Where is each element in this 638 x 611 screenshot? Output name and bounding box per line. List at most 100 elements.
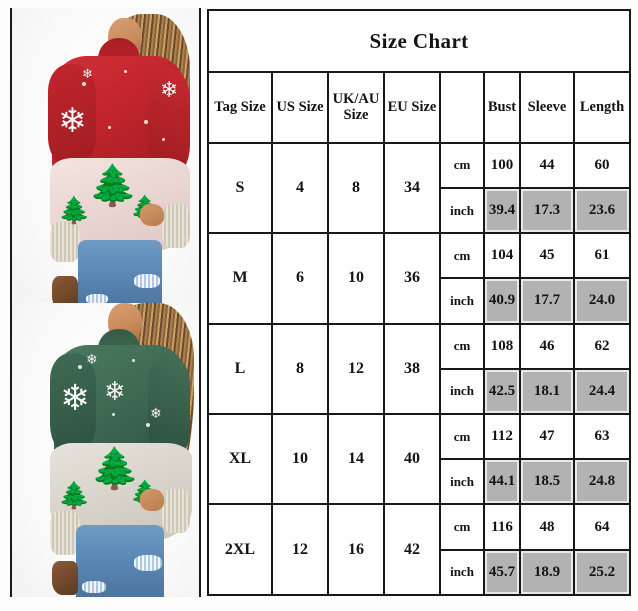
cell-tag-size: M xyxy=(207,232,273,325)
cell-sleeve-cm: 47 xyxy=(519,412,575,461)
table-row: inch 44.1 18.5 24.8 xyxy=(208,458,632,506)
cell-sleeve-cm: 46 xyxy=(519,322,575,370)
cell-length-cm: 62 xyxy=(572,322,632,370)
green-christmas-sweater-photo: ❄ ❄ ❄ ❄ 🌲 🌲 🌲 xyxy=(12,302,199,597)
cell-uk-au-size: 12 xyxy=(327,322,385,415)
header-unit-blank xyxy=(439,71,485,144)
pearl-bead xyxy=(162,138,165,141)
jeans-distress-rip xyxy=(86,294,108,303)
cell-bust-inch: 45.7 xyxy=(483,548,521,597)
table-header-row: Tag Size US Size UK/AU Size EU Size Bust… xyxy=(207,71,632,144)
header-us-size: US Size xyxy=(271,71,329,144)
table-row: inch 39.4 17.3 23.6 xyxy=(208,186,632,235)
header-tag-size: Tag Size xyxy=(207,71,273,144)
model-boot xyxy=(52,276,78,303)
cell-uk-au-size: 14 xyxy=(327,412,385,506)
cell-tag-size: S xyxy=(207,141,273,235)
cell-tag-size: 2XL xyxy=(207,503,273,596)
sweater-left-sleeve xyxy=(50,352,96,455)
cell-bust-cm: 108 xyxy=(483,322,521,370)
cell-length-cm: 64 xyxy=(572,503,632,551)
page-title: Size Chart xyxy=(206,8,632,74)
cell-bust-inch: 40.9 xyxy=(483,277,521,325)
cell-unit-inch: inch xyxy=(439,458,485,506)
sweater-cuff-right xyxy=(162,204,190,248)
cell-sleeve-cm: 44 xyxy=(519,141,575,189)
cell-length-cm: 61 xyxy=(572,232,632,280)
cell-unit-inch: inch xyxy=(439,277,485,325)
cell-length-inch: 23.6 xyxy=(572,186,632,235)
cell-us-size: 12 xyxy=(271,503,329,596)
cell-unit-cm: cm xyxy=(439,412,485,461)
cell-unit-inch: inch xyxy=(439,548,485,597)
snowflake-motif: ❄ xyxy=(58,101,87,141)
snowflake-motif: ❄ xyxy=(160,78,179,103)
pearl-bead xyxy=(82,82,86,86)
size-chart-table-wrap: Size Chart Tag Size US Size UK/AU Size E… xyxy=(206,8,632,597)
sweater-cuff-right xyxy=(162,488,190,533)
snowflake-motif: ❄ xyxy=(104,376,126,407)
cell-bust-cm: 104 xyxy=(483,232,521,280)
cell-unit-cm: cm xyxy=(439,141,485,189)
cell-unit-cm: cm xyxy=(439,503,485,551)
cell-bust-cm: 116 xyxy=(483,503,521,551)
christmas-tree-motif: 🌲 xyxy=(58,196,91,226)
cell-uk-au-size: 16 xyxy=(327,503,385,596)
cell-length-cm: 63 xyxy=(572,412,632,461)
cell-sleeve-inch: 18.9 xyxy=(519,548,575,597)
cell-tag-size: L xyxy=(207,322,273,415)
sweater-left-sleeve xyxy=(48,64,96,168)
cell-eu-size: 38 xyxy=(383,322,441,415)
cell-sleeve-inch: 18.5 xyxy=(519,458,575,506)
cell-unit-cm: cm xyxy=(439,322,485,370)
header-bust: Bust xyxy=(483,71,521,144)
table-row: inch 40.9 17.7 24.0 xyxy=(208,277,632,325)
table-row: L 8 12 38 cm 108 46 62 xyxy=(207,322,632,415)
cell-eu-size: 36 xyxy=(383,232,441,325)
header-length: Length xyxy=(572,71,632,144)
header-sleeve: Sleeve xyxy=(519,71,575,144)
model-jeans xyxy=(78,240,162,303)
header-uk-au-line1: UK/AU xyxy=(332,91,380,108)
model-hand xyxy=(140,204,164,226)
header-uk-au-size: UK/AU Size xyxy=(327,71,385,144)
cell-us-size: 10 xyxy=(271,412,329,506)
model-boot xyxy=(52,560,78,595)
size-chart-table: Size Chart Tag Size US Size UK/AU Size E… xyxy=(206,8,632,597)
sweater-cuff-left xyxy=(50,222,80,262)
cell-sleeve-cm: 45 xyxy=(519,232,575,280)
cell-bust-inch: 39.4 xyxy=(483,186,521,235)
cell-us-size: 4 xyxy=(271,141,329,235)
table-row: inch 45.7 18.9 25.2 xyxy=(208,548,632,597)
pearl-bead xyxy=(146,422,150,427)
red-christmas-sweater-photo: ❄ ❄ ❄ 🌲 🌲 🌲 xyxy=(12,8,199,303)
cell-length-inch: 24.4 xyxy=(572,367,632,415)
table-row: XL 10 14 40 cm 112 47 63 xyxy=(207,412,632,506)
model-hand xyxy=(140,488,164,511)
table-row: S 4 8 34 cm 100 44 60 xyxy=(207,141,632,235)
cell-length-cm: 60 xyxy=(572,141,632,189)
cell-uk-au-size: 10 xyxy=(327,232,385,325)
cell-bust-cm: 100 xyxy=(483,141,521,189)
cell-bust-cm: 112 xyxy=(483,412,521,461)
cell-eu-size: 42 xyxy=(383,503,441,596)
christmas-tree-motif: 🌲 xyxy=(90,445,140,492)
cell-us-size: 6 xyxy=(271,232,329,325)
cell-eu-size: 34 xyxy=(383,141,441,235)
pearl-bead xyxy=(108,126,111,129)
snowflake-motif: ❄ xyxy=(150,405,162,422)
cell-bust-inch: 42.5 xyxy=(483,367,521,415)
snowflake-motif: ❄ xyxy=(82,67,93,82)
christmas-tree-motif: 🌲 xyxy=(88,163,138,209)
cell-bust-inch: 44.1 xyxy=(483,458,521,506)
cell-us-size: 8 xyxy=(271,322,329,415)
cell-eu-size: 40 xyxy=(383,412,441,506)
cell-unit-inch: inch xyxy=(439,186,485,235)
cell-length-inch: 25.2 xyxy=(572,548,632,597)
snowflake-motif: ❄ xyxy=(86,351,98,368)
jeans-distress-rip xyxy=(134,554,162,571)
cell-sleeve-cm: 48 xyxy=(519,503,575,551)
header-eu-size: EU Size xyxy=(383,71,441,144)
table-title-row: Size Chart xyxy=(206,8,632,74)
